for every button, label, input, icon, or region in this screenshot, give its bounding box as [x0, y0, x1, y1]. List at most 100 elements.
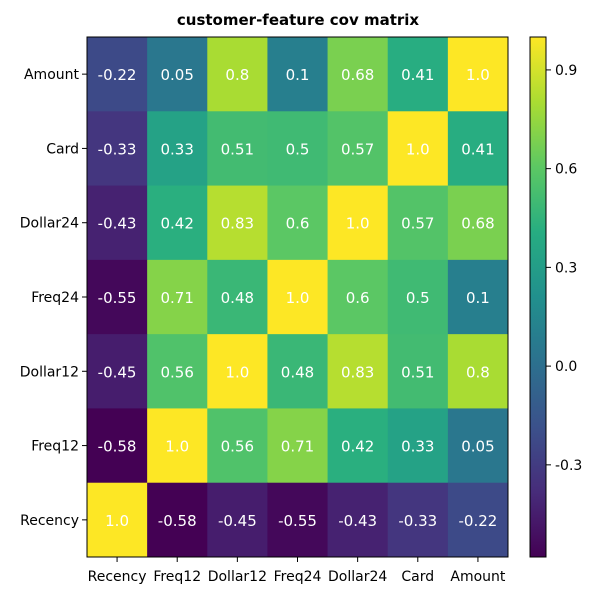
cell-value-label: 1.0	[406, 140, 430, 158]
cell-value-label: 1.0	[346, 215, 370, 233]
heatmap-cell	[207, 185, 268, 261]
cell-value-label: 0.68	[461, 215, 494, 233]
colorbar-tick-label: 0.6	[555, 162, 577, 178]
cell-value-label: -0.43	[338, 512, 377, 530]
colorbar-tick-label: 0.0	[555, 359, 577, 375]
heatmap-cell	[207, 111, 268, 187]
cell-value-label: -0.22	[98, 66, 137, 84]
heatmap-cell	[207, 408, 268, 484]
heatmap-cell	[87, 111, 148, 187]
heatmap-cell	[207, 259, 268, 335]
cell-value-label: 0.83	[221, 215, 254, 233]
cell-value-label: -0.33	[398, 512, 437, 530]
x-tick-label: Freq24	[274, 569, 322, 585]
cell-value-label: 0.1	[286, 66, 310, 84]
cell-value-label: 1.0	[105, 512, 129, 530]
cell-value-label: -0.55	[98, 289, 137, 307]
cell-value-label: -0.43	[98, 215, 137, 233]
heatmap-cell	[447, 408, 509, 484]
cell-value-label: 0.56	[221, 438, 254, 456]
heatmap-cell	[267, 185, 329, 261]
heatmap-cell	[387, 37, 449, 112]
heatmap-cell	[387, 482, 449, 558]
heatmap-cell	[387, 259, 449, 335]
heatmap-cell	[447, 334, 509, 409]
heatmap-cell	[207, 334, 268, 409]
heatmap-cell	[447, 259, 509, 335]
cell-value-label: 0.57	[341, 140, 374, 158]
heatmap-cell	[447, 37, 509, 112]
cell-value-label: 0.6	[286, 215, 310, 233]
x-tick-label: Recency	[88, 569, 147, 585]
heatmap-cells	[87, 37, 509, 558]
x-tick-label: Amount	[450, 569, 506, 585]
heatmap-cell	[87, 482, 148, 558]
colorbar: -0.3 0.0 0.3 0.6 0.9	[529, 36, 582, 558]
cell-value-label: 0.05	[461, 438, 494, 456]
y-tick-label: Freq12	[31, 439, 79, 455]
cell-value-label: 0.1	[466, 289, 490, 307]
heatmap-cell	[87, 334, 148, 409]
y-tick-label: Dollar12	[20, 364, 79, 380]
cell-value-label: -0.22	[459, 512, 498, 530]
heatmap-cell	[387, 185, 449, 261]
cell-value-label: 0.42	[341, 438, 374, 456]
cell-value-label: 1.0	[165, 438, 189, 456]
cell-value-label: 0.48	[281, 363, 314, 381]
heatmap-cell	[207, 37, 268, 112]
cell-value-label: 0.33	[161, 140, 194, 158]
cell-value-label: 0.5	[286, 140, 310, 158]
heatmap-cell	[447, 482, 509, 558]
colorbar-tick-label: 0.3	[555, 260, 577, 276]
x-tick-label: Card	[401, 569, 434, 585]
heatmap-cell	[87, 185, 148, 261]
cell-value-label: 0.33	[401, 438, 434, 456]
heatmap-cell	[327, 111, 389, 187]
heatmap-cell	[327, 259, 389, 335]
cell-value-label: 0.71	[161, 289, 194, 307]
cell-value-label: -0.45	[218, 512, 257, 530]
cell-value-label: 1.0	[225, 363, 249, 381]
heatmap-cell	[147, 111, 208, 187]
colorbar-tick-label: 0.9	[555, 63, 577, 79]
cell-value-label: -0.58	[98, 438, 137, 456]
heatmap-cell	[147, 259, 208, 335]
heatmap-cell	[147, 185, 208, 261]
heatmap-cell	[147, 482, 208, 558]
y-axis: Amount Card Dollar24 Freq24 Dollar12 Freq12 Re…	[20, 67, 87, 529]
cell-value-label: -0.45	[98, 363, 137, 381]
heatmap-cell	[87, 37, 148, 112]
y-tick-label: Recency	[20, 513, 79, 529]
y-tick-label: Dollar24	[20, 216, 79, 232]
cell-value-label: 0.56	[161, 363, 194, 381]
y-tick-label: Amount	[24, 67, 80, 83]
cell-value-label: 0.68	[341, 66, 374, 84]
colorbar-ticks: -0.3 0.0 0.3 0.6 0.9	[546, 63, 582, 474]
y-tick-label: Card	[46, 141, 79, 157]
cell-value-label: 0.48	[221, 289, 254, 307]
heatmap-cell	[327, 185, 389, 261]
cell-value-label: 0.42	[161, 215, 194, 233]
heatmap-cell	[147, 334, 208, 409]
heatmap-cell	[327, 408, 389, 484]
heatmap-cell	[387, 334, 449, 409]
colorbar-frame	[529, 36, 547, 558]
cell-value-label: 0.57	[401, 215, 434, 233]
y-tick-label: Freq24	[31, 290, 79, 306]
heatmap-cell	[267, 482, 329, 558]
plot-frame	[86, 36, 509, 558]
heatmap-cell	[387, 111, 449, 187]
heatmap-cell	[267, 408, 329, 484]
cell-value-label: 1.0	[286, 289, 310, 307]
heatmap-cell	[447, 185, 509, 261]
chart-title: customer-feature cov matrix	[177, 11, 420, 29]
cell-value-label: 0.83	[341, 363, 374, 381]
heatmap-cell	[207, 482, 268, 558]
cell-value-label: 0.05	[161, 66, 194, 84]
heatmap-cell	[447, 111, 509, 187]
cell-value-label: 0.8	[225, 66, 249, 84]
heatmap-cell	[87, 259, 148, 335]
heatmap-cell	[327, 482, 389, 558]
cell-value-label: -0.55	[278, 512, 317, 530]
